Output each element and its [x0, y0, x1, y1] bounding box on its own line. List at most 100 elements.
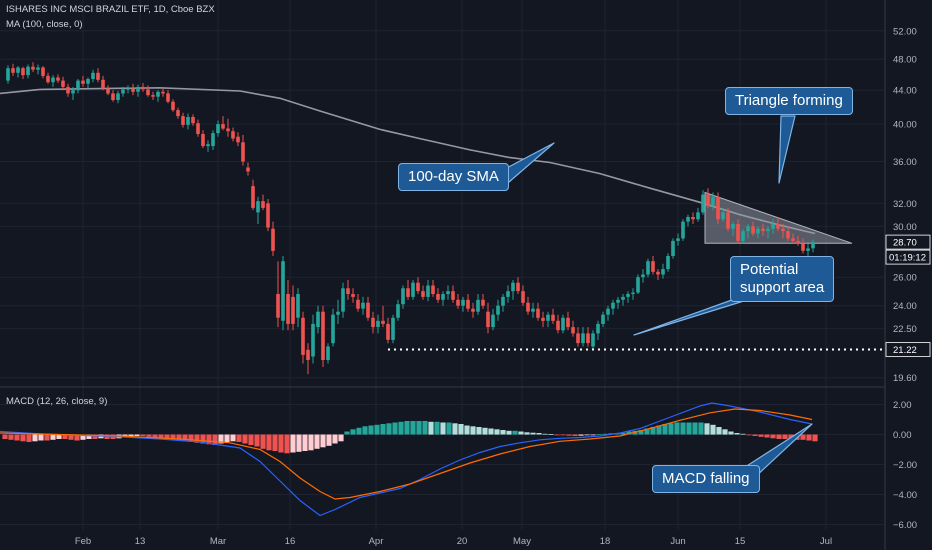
macd-tick-label: 2.00 — [893, 400, 912, 411]
candle — [781, 224, 785, 239]
macd-histogram-bar — [386, 423, 392, 435]
candle-body — [21, 68, 25, 76]
macd-histogram-bar — [80, 434, 86, 440]
candle-body — [181, 116, 185, 125]
callout-sma: 100-day SMA — [398, 163, 509, 191]
callout-triangle: Triangle forming — [725, 87, 853, 115]
support-price-label: 21.22 — [893, 345, 917, 356]
macd-histogram-bar — [758, 434, 764, 437]
candle-body — [511, 282, 515, 292]
candle-body — [611, 302, 615, 309]
candle — [296, 288, 300, 328]
candle — [156, 90, 160, 102]
candle-body — [726, 212, 730, 229]
candle — [511, 280, 515, 300]
candle — [51, 75, 55, 87]
candle-body — [391, 317, 395, 340]
candle-body — [316, 311, 320, 328]
macd-histogram-bar — [434, 421, 440, 435]
candle-body — [441, 294, 445, 300]
macd-histogram-series — [2, 421, 818, 454]
candle-body — [401, 288, 405, 305]
candle-body — [191, 117, 195, 124]
candle — [521, 285, 525, 306]
candle-body — [686, 217, 690, 222]
macd-histogram-bar — [710, 424, 716, 435]
candle — [151, 91, 155, 100]
candle-body — [741, 231, 745, 241]
macd-histogram-bar — [50, 434, 56, 440]
macd-histogram-bar — [86, 434, 92, 439]
candle — [771, 219, 775, 234]
candle-body — [576, 333, 580, 344]
macd-histogram-bar — [212, 434, 218, 445]
candle — [76, 79, 80, 94]
price-tick-label: 22.50 — [893, 324, 917, 335]
candle-body — [471, 308, 475, 312]
candle-body — [346, 288, 350, 294]
candle — [576, 327, 580, 347]
candle — [236, 132, 240, 147]
candle — [61, 76, 65, 91]
candle — [616, 296, 620, 309]
macd-histogram-bar — [644, 428, 650, 435]
candle — [726, 207, 730, 232]
macd-histogram-bar — [482, 427, 488, 435]
candle-body — [636, 277, 640, 293]
macd-histogram-bar — [662, 424, 668, 435]
macd-histogram-bar — [350, 429, 356, 435]
price-tick-label: 24.00 — [893, 301, 917, 312]
candle-body — [786, 231, 790, 239]
candle-body — [736, 224, 740, 241]
candle — [311, 314, 315, 364]
macd-histogram-bar — [578, 434, 584, 436]
candle — [131, 83, 135, 96]
macd-histogram-bar — [26, 434, 32, 442]
macd-histogram-bar — [590, 434, 596, 436]
candle-body — [776, 224, 780, 229]
macd-histogram-bar — [410, 421, 416, 435]
macd-histogram-bar — [440, 422, 446, 435]
candle-body — [216, 124, 220, 134]
macd-histogram-bar — [512, 430, 518, 435]
price-tick-label: 30.00 — [893, 222, 917, 233]
macd-histogram-bar — [650, 427, 656, 435]
macd-histogram-bar — [38, 434, 44, 441]
candle — [381, 305, 385, 328]
candle — [456, 294, 460, 309]
candle — [341, 282, 345, 318]
candle-body — [121, 89, 125, 94]
candle-body — [581, 333, 585, 344]
candle-body — [406, 288, 410, 297]
candle — [391, 314, 395, 344]
macd-histogram-bar — [494, 429, 500, 435]
candle-body — [331, 314, 335, 344]
macd-histogram-bar — [182, 434, 188, 442]
time-tick-label: Apr — [369, 536, 384, 547]
candle — [221, 116, 225, 131]
macd-histogram-bar — [56, 434, 62, 439]
candle — [756, 226, 760, 239]
candle — [446, 285, 450, 300]
candle — [146, 85, 150, 97]
candle — [701, 190, 705, 215]
chart-title-legend: ISHARES INC MSCI BRAZIL ETF, 1D, Cboe BZ… — [6, 4, 215, 15]
macd-histogram-bar — [278, 434, 284, 453]
candle-body — [376, 320, 380, 327]
candle — [46, 72, 50, 84]
candle — [721, 207, 725, 222]
macd-histogram-bar — [554, 434, 560, 436]
macd-histogram-bar — [500, 430, 506, 435]
candle — [496, 299, 500, 321]
candle — [351, 288, 355, 303]
macd-histogram-bar — [188, 434, 194, 442]
candle — [431, 280, 435, 297]
macd-histogram-bar — [284, 434, 290, 454]
candle-body — [251, 186, 255, 208]
candle-body — [631, 292, 635, 294]
macd-histogram-bar — [716, 427, 722, 435]
candle — [316, 305, 320, 334]
candle — [451, 285, 455, 303]
candle — [241, 134, 245, 166]
